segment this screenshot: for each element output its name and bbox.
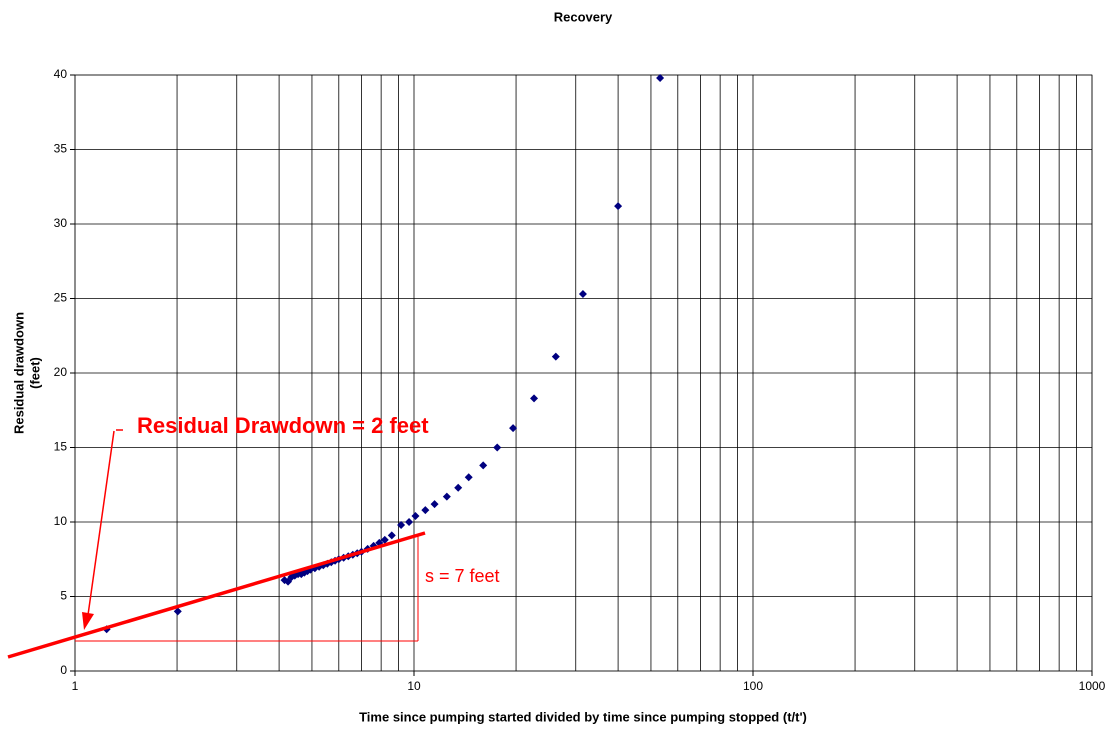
point xyxy=(387,531,396,540)
point xyxy=(578,290,587,299)
x-axis-label: Time since pumping started divided by ti… xyxy=(359,709,807,724)
y-tick-label: 15 xyxy=(54,440,68,454)
annotation: s = 7 feet xyxy=(425,566,500,586)
point xyxy=(656,73,665,82)
point xyxy=(405,518,414,526)
y-tick-label: 40 xyxy=(54,67,68,81)
x-tick-label: 1 xyxy=(72,679,79,693)
point xyxy=(493,443,502,452)
point xyxy=(479,461,488,470)
point xyxy=(551,352,560,361)
arrow-line xyxy=(87,430,115,616)
y-tick-label: 5 xyxy=(60,589,67,603)
y-axis-label: (feet) xyxy=(27,357,42,389)
annotation-lines xyxy=(7,429,426,659)
y-tick-label: 0 xyxy=(60,663,67,677)
y-tick-label: 25 xyxy=(54,291,68,305)
point xyxy=(421,506,430,515)
y-tick-label: 10 xyxy=(54,514,68,528)
y-tick-label: 20 xyxy=(54,365,68,379)
point xyxy=(380,535,389,544)
y-axis-label: Residual drawdown xyxy=(11,312,26,434)
point xyxy=(430,500,439,509)
x-tick-label: 10 xyxy=(407,679,421,693)
grid: 1 10 100 1000 0 5 10 15 20 25 30 35 40 xyxy=(54,67,1106,693)
trend-line xyxy=(7,531,426,659)
point xyxy=(464,473,473,482)
point xyxy=(173,607,182,616)
point xyxy=(411,512,420,521)
point xyxy=(509,424,518,433)
annotation: Residual Drawdown = 2 feet xyxy=(137,413,429,438)
y-tick-label: 35 xyxy=(54,142,68,156)
x-tick-label: 1000 xyxy=(1079,679,1106,693)
point xyxy=(397,520,406,529)
arrow-head xyxy=(82,612,94,630)
points xyxy=(102,73,665,634)
x-tick-label: 100 xyxy=(743,679,763,693)
y-tick-label: 30 xyxy=(54,216,68,230)
chart-title: Recovery xyxy=(554,9,613,24)
point xyxy=(454,483,463,492)
point xyxy=(614,202,623,211)
point xyxy=(530,394,539,403)
point xyxy=(442,492,451,501)
